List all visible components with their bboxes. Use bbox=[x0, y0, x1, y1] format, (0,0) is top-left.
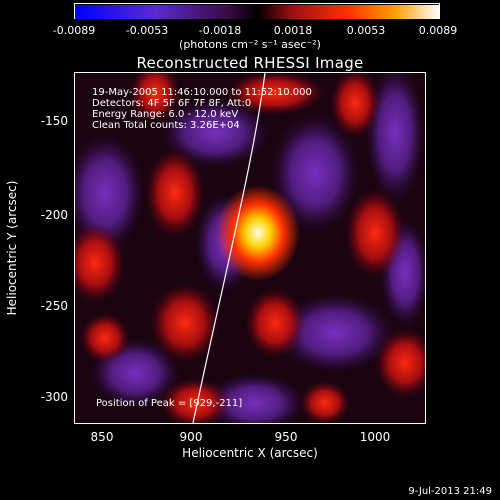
x-tick: 850 bbox=[90, 430, 114, 444]
plot-title: Reconstructed RHESSI Image bbox=[136, 54, 364, 72]
colorbar-units: (photons cm⁻² s⁻¹ asec⁻²) bbox=[179, 38, 321, 51]
y-axis-label: Heliocentric Y (arcsec) bbox=[5, 180, 19, 316]
solar-limb bbox=[192, 73, 266, 423]
y-tick: -150 bbox=[40, 114, 68, 128]
emission-peak bbox=[216, 185, 300, 281]
colorbar-tick: -0.0018 bbox=[198, 24, 242, 37]
x-axis-label: Heliocentric X (arcsec) bbox=[182, 446, 318, 460]
colorbar-tick: -0.0053 bbox=[125, 24, 169, 37]
y-tick: -300 bbox=[40, 390, 68, 404]
peak-position-label: Position of Peak = [929,-211] bbox=[96, 398, 243, 409]
info-energy-range: Energy Range: 6.0 - 12.0 keV bbox=[92, 109, 239, 120]
y-tick: -200 bbox=[40, 208, 68, 222]
colorbar-tick: 0.0053 bbox=[346, 24, 386, 37]
y-tick: -250 bbox=[40, 299, 68, 313]
info-clean-counts: Clean Total counts: 3.26E+04 bbox=[92, 120, 240, 131]
x-tick: 950 bbox=[274, 430, 298, 444]
x-tick: 900 bbox=[179, 430, 203, 444]
positive-lobes bbox=[75, 73, 425, 423]
colorbar-tick: 0.0089 bbox=[418, 24, 458, 37]
rhessi-image bbox=[74, 72, 426, 424]
info-detectors: Detectors: 4F 5F 6F 7F 8F, Att:0 bbox=[92, 98, 252, 109]
colorbar bbox=[74, 3, 440, 19]
info-time-range: 19-May-2005 11:46:10.000 to 11:52:10.000 bbox=[92, 87, 312, 98]
timestamp: 9-Jul-2013 21:49 bbox=[408, 486, 492, 497]
colorbar-tick: -0.0089 bbox=[52, 24, 96, 37]
x-tick: 1000 bbox=[359, 430, 391, 444]
colorbar-tick: 0.0018 bbox=[273, 24, 313, 37]
